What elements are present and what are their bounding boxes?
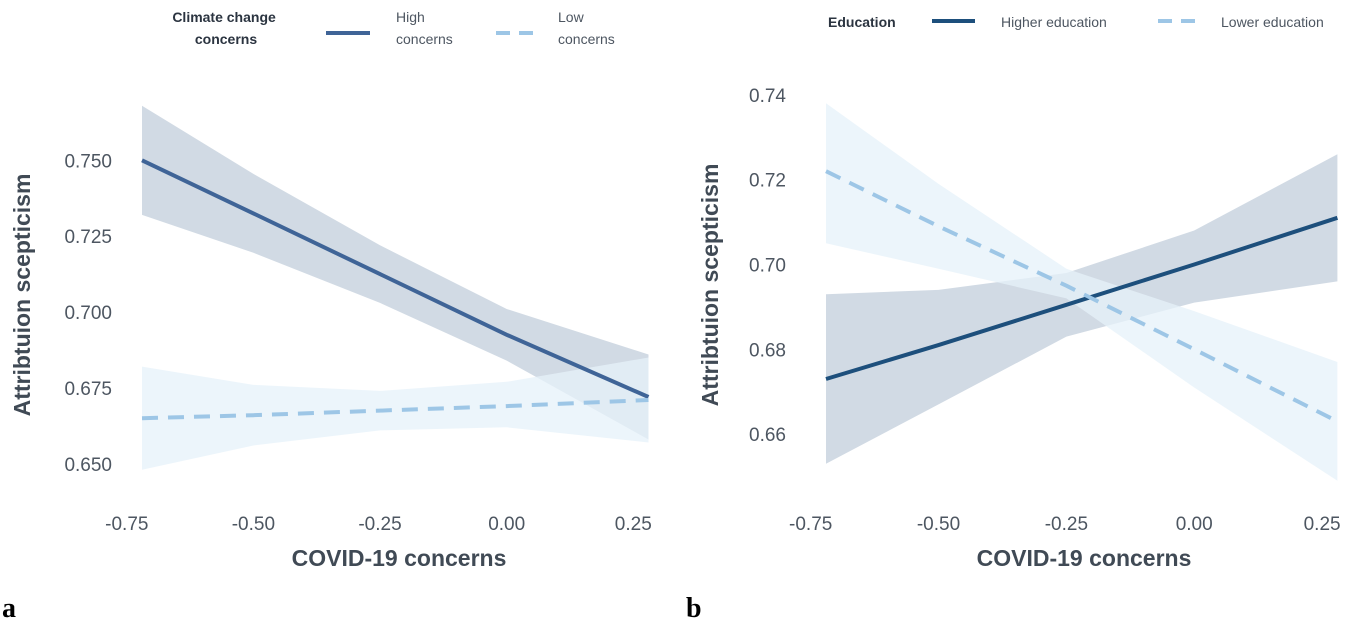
panel-a-legend-label-low: Low concerns (558, 9, 615, 47)
panel-b-x-ticks: -0.75 -0.50 -0.25 0.00 0.25 (789, 514, 1341, 535)
panel-b-y-tick-label: 0.74 (749, 86, 786, 107)
panel-a-line-low-concerns (141, 398, 649, 421)
panel-a-x-tick-label: 0.25 (615, 514, 652, 535)
panel-b-x-axis-title: COVID-19 concerns (977, 545, 1192, 571)
panel-a-y-tick-label: 0.750 (64, 151, 112, 172)
panel-b-series-lines (825, 169, 1339, 424)
panel-a-legend-label-high-line-2: concerns (396, 31, 453, 47)
panel-a-y-tick-label: 0.650 (64, 455, 112, 476)
panel-a-band-low-concerns (142, 357, 649, 470)
panel-b-x-tick-label: 0.25 (1304, 514, 1341, 535)
panel-a-y-tick-label: 0.725 (64, 227, 112, 248)
panel-a-legend-label-low-line-2: concerns (558, 31, 615, 47)
panel-b-line-higher-education (825, 215, 1339, 381)
panel-a-y-ticks: 0.650 0.675 0.700 0.725 0.750 (64, 151, 112, 476)
panel-a-x-tick-label: -0.25 (358, 514, 401, 535)
panel-b-y-tick-label: 0.72 (749, 171, 786, 192)
panel-b-confidence-bands (826, 103, 1338, 481)
panel-a-legend: Climate change concerns High concerns Lo… (172, 9, 615, 47)
panel-a-legend-title: Climate change concerns (172, 9, 279, 47)
panel-a-legend-label-high: High concerns (396, 9, 453, 47)
panel-a-y-tick-label: 0.675 (64, 379, 112, 400)
panel-b-x-tick-label: -0.75 (789, 514, 832, 535)
panel-b-y-tick-label: 0.66 (749, 425, 786, 446)
panel-a-chart: 0.650 0.675 0.700 0.725 0.750 -0.75 -0.50 -0.2… (2, 9, 652, 623)
panel-b-legend-label-lower: Lower education (1221, 14, 1324, 30)
panel-b-y-ticks: 0.66 0.68 0.70 0.72 0.74 (749, 86, 786, 446)
panel-a-letter: a (2, 593, 16, 623)
panel-a-legend-title-line-2: concerns (195, 31, 257, 47)
panel-a-y-tick-label: 0.700 (64, 303, 112, 324)
panel-b-y-axis-title: Attribtuion scepticism (697, 164, 723, 407)
panel-b-legend: Education Higher education Lower educati… (828, 14, 1324, 30)
panel-a-line-high-concerns (141, 158, 650, 399)
panel-a-legend-title-line-1: Climate change (172, 9, 276, 25)
panel-a-legend-label-low-line-1: Low (558, 9, 585, 25)
panel-b-y-tick-label: 0.68 (749, 340, 786, 361)
panel-a-x-tick-label: 0.00 (488, 514, 525, 535)
panel-b-band-lower-education (826, 103, 1338, 481)
panel-a-x-axis-title: COVID-19 concerns (292, 545, 507, 571)
panel-a-legend-label-high-line-1: High (396, 9, 425, 25)
panel-b-legend-label-higher: Higher education (1001, 14, 1107, 30)
panel-a-x-tick-label: -0.75 (105, 514, 148, 535)
panel-a-x-ticks: -0.75 -0.50 -0.25 0.00 0.25 (105, 514, 652, 535)
panel-a-band-high-concerns (142, 105, 649, 440)
panel-a-y-axis-title: Attribtuion scepticism (9, 174, 35, 417)
panel-a-series-lines (141, 158, 650, 421)
panel-b-letter: b (686, 593, 702, 623)
panel-b-x-tick-label: 0.00 (1176, 514, 1213, 535)
panel-b-x-tick-label: -0.25 (1045, 514, 1088, 535)
panel-b-line-lower-education (825, 169, 1339, 424)
panel-b-y-tick-label: 0.70 (749, 256, 786, 277)
panel-b-legend-title: Education (828, 14, 896, 30)
panel-b-chart: 0.66 0.68 0.70 0.72 0.74 -0.75 -0.50 -0.25 0.00… (686, 14, 1341, 623)
panel-a-x-tick-label: -0.50 (232, 514, 275, 535)
panel-b-x-tick-label: -0.50 (917, 514, 960, 535)
panel-a-confidence-bands (142, 105, 649, 470)
